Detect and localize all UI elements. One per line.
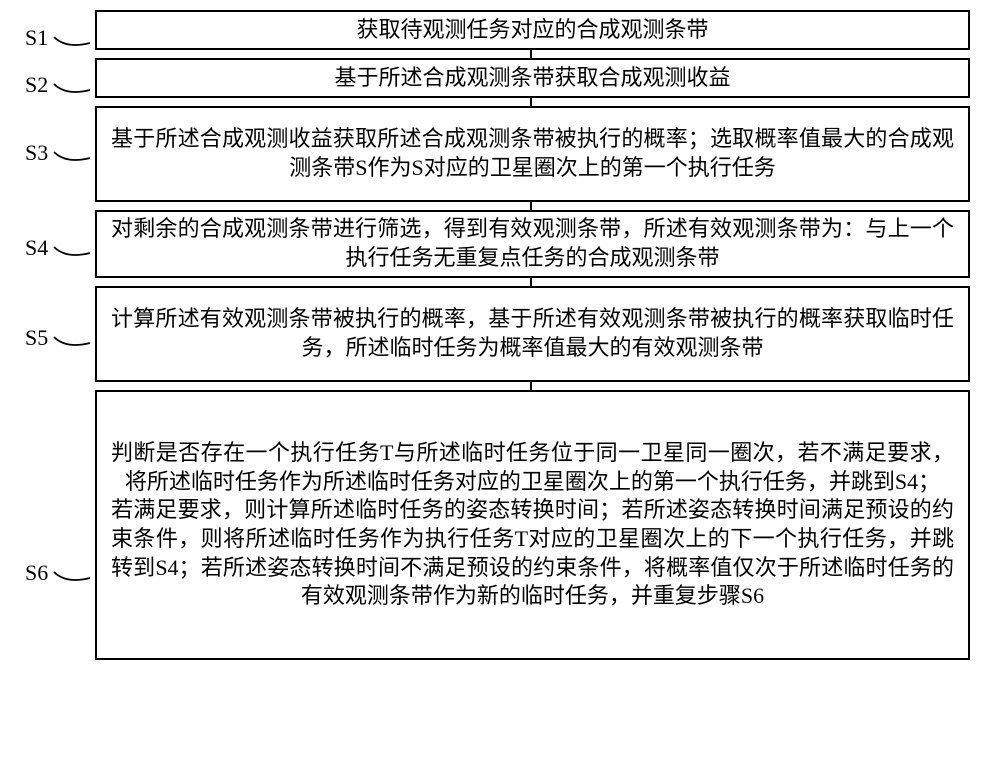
step-box-s4: 对剩余的合成观测条带进行筛选，得到有效观测条带，所述有效观测条带为：与上一个执行… — [95, 210, 970, 278]
step-label-s4: S4 — [25, 235, 48, 261]
step-box-s3: 基于所述合成观测收益获取所述合成观测条带被执行的概率；选取概率值最大的合成观测条… — [95, 106, 970, 202]
swoosh-s1 — [52, 35, 92, 53]
step-text-s4: 对剩余的合成观测条带进行筛选，得到有效观测条带，所述有效观测条带为：与上一个执行… — [111, 215, 954, 272]
flowchart-canvas: S1 获取待观测任务对应的合成观测条带 S2 基于所述合成观测条带获取合成观测收… — [0, 0, 1000, 776]
step-text-s3: 基于所述合成观测收益获取所述合成观测条带被执行的概率；选取概率值最大的合成观测条… — [111, 125, 954, 182]
step-label-s5: S5 — [25, 325, 48, 351]
swoosh-s2 — [52, 82, 92, 100]
step-label-s2: S2 — [25, 72, 48, 98]
step-box-s6: 判断是否存在一个执行任务T与所述临时任务位于同一卫星同一圈次，若不满足要求，将所… — [95, 390, 970, 660]
swoosh-s5 — [52, 335, 92, 353]
connector-s3-s4 — [530, 202, 532, 210]
swoosh-s3 — [52, 150, 92, 168]
step-text-s1: 获取待观测任务对应的合成观测条带 — [356, 16, 708, 45]
connector-s4-s5 — [530, 278, 532, 286]
step-text-s6: 判断是否存在一个执行任务T与所述临时任务位于同一卫星同一圈次，若不满足要求，将所… — [111, 439, 954, 611]
swoosh-s6 — [52, 570, 92, 588]
connector-s5-s6 — [530, 382, 532, 390]
step-label-s6: S6 — [25, 560, 48, 586]
step-box-s1: 获取待观测任务对应的合成观测条带 — [95, 10, 970, 50]
step-box-s2: 基于所述合成观测条带获取合成观测收益 — [95, 58, 970, 98]
step-label-s3: S3 — [25, 140, 48, 166]
connector-s2-s3 — [530, 98, 532, 106]
step-text-s2: 基于所述合成观测条带获取合成观测收益 — [334, 64, 730, 93]
connector-s1-s2 — [530, 50, 532, 58]
step-text-s5: 计算所述有效观测条带被执行的概率，基于所述有效观测条带被执行的概率获取临时任务，… — [111, 305, 954, 362]
step-box-s5: 计算所述有效观测条带被执行的概率，基于所述有效观测条带被执行的概率获取临时任务，… — [95, 286, 970, 382]
swoosh-s4 — [52, 245, 92, 263]
step-label-s1: S1 — [25, 25, 48, 51]
